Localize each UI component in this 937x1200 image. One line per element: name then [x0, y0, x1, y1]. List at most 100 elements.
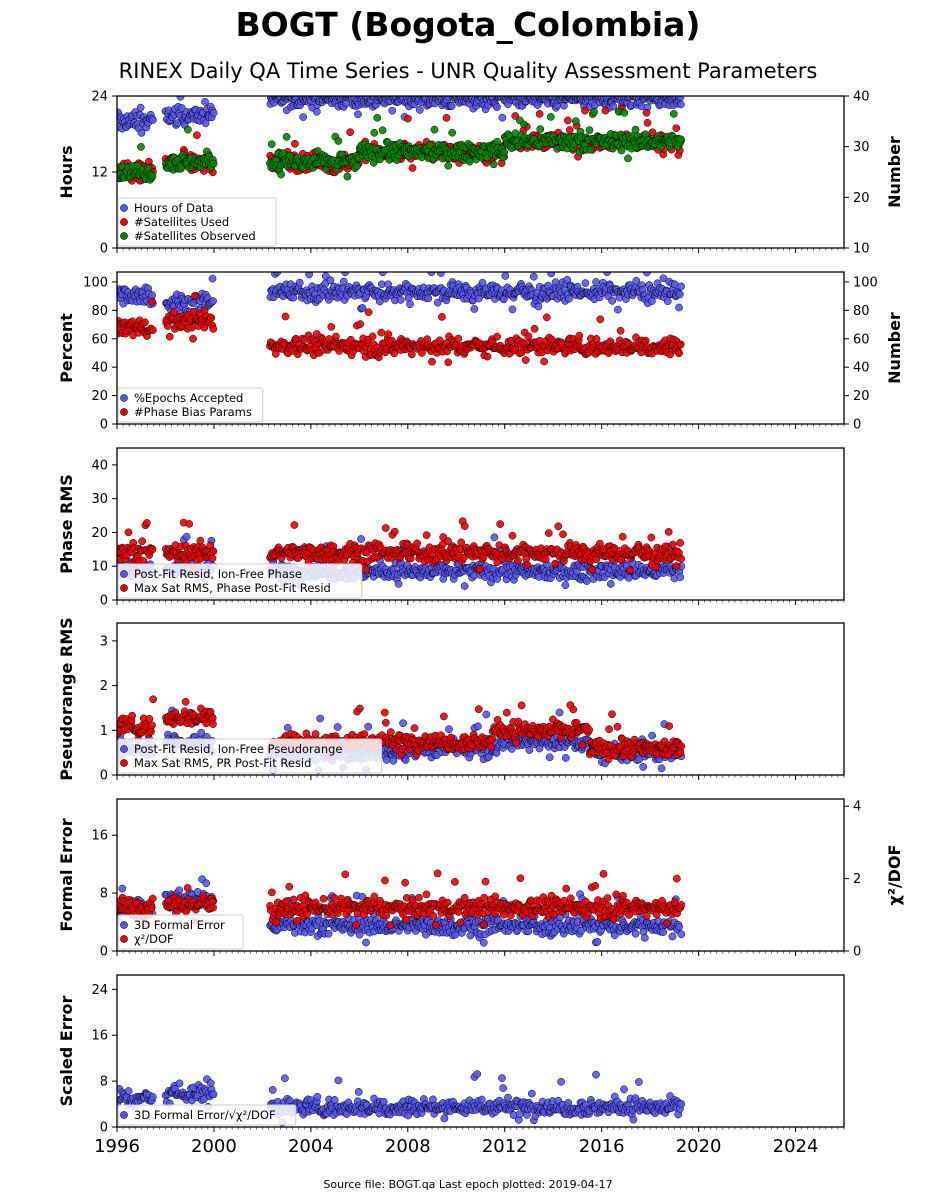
data-point: [138, 537, 147, 546]
data-point: [523, 561, 532, 569]
data-point: [201, 119, 210, 128]
data-point: [299, 113, 308, 121]
data-point: [181, 697, 190, 706]
data-point: [415, 106, 424, 114]
data-point: [201, 97, 209, 106]
data-point: [143, 519, 151, 527]
data-point: [373, 113, 382, 122]
data-point: [128, 711, 136, 720]
data-point: [370, 128, 379, 137]
data-point: [408, 164, 417, 172]
data-point: [364, 308, 373, 317]
y-tick-label: 20: [91, 526, 108, 541]
data-point: [430, 125, 439, 134]
data-point: [624, 573, 633, 582]
data-point: [643, 118, 652, 127]
data-point: [478, 278, 487, 287]
legend-marker: [120, 218, 128, 226]
data-point: [529, 272, 538, 281]
data-point: [581, 106, 589, 115]
right-y-tick-label: 100: [853, 275, 878, 290]
data-point: [209, 297, 217, 305]
data-point: [535, 110, 544, 118]
data-point: [670, 280, 679, 289]
right-y-tick-label: 40: [853, 361, 870, 376]
legend-label: Max Sat RMS, Phase Post-Fit Resid: [134, 581, 331, 595]
data-point: [470, 305, 479, 313]
data-point: [530, 324, 539, 333]
data-point: [399, 719, 407, 728]
data-point: [657, 764, 666, 773]
data-point: [669, 110, 678, 118]
y-axis-label: Hours: [57, 145, 76, 198]
data-point: [433, 298, 442, 307]
data-point: [333, 723, 342, 731]
y-tick-label: 40: [91, 361, 108, 376]
data-point: [381, 524, 390, 532]
data-point: [551, 559, 559, 568]
figure-subtitle: RINEX Daily QA Time Series - UNR Quality…: [119, 59, 818, 83]
data-point: [343, 172, 352, 181]
data-point: [457, 538, 466, 547]
data-point: [360, 730, 369, 738]
data-point: [139, 556, 148, 565]
data-point: [388, 106, 397, 115]
data-point: [316, 714, 325, 723]
data-point: [410, 724, 419, 732]
data-point: [639, 763, 648, 771]
data-point: [177, 104, 186, 112]
data-point: [559, 530, 567, 539]
data-point: [145, 714, 154, 723]
data-point: [444, 358, 453, 367]
right-y-tick-label: 60: [853, 332, 870, 347]
data-point: [444, 537, 452, 545]
data-point: [586, 145, 595, 154]
data-point: [500, 148, 509, 157]
data-point: [381, 718, 390, 727]
data-point: [282, 133, 291, 141]
data-point: [608, 296, 617, 305]
data-point: [149, 695, 157, 704]
data-point: [209, 325, 218, 333]
y-tick-label: 0: [100, 418, 108, 433]
data-point: [189, 307, 198, 316]
data-point: [563, 116, 572, 125]
data-point: [334, 137, 343, 145]
data-point: [396, 296, 405, 304]
data-point: [346, 128, 355, 137]
data-point: [267, 140, 276, 149]
data-point: [311, 730, 320, 738]
data-point: [561, 581, 570, 590]
data-point: [677, 554, 686, 563]
data-point: [641, 336, 650, 345]
data-point: [208, 554, 217, 563]
data-point: [489, 160, 498, 169]
data-point: [312, 107, 321, 116]
data-point: [592, 335, 601, 343]
y-axis-label: Phase RMS: [57, 474, 76, 574]
data-point: [616, 326, 625, 335]
data-point: [148, 297, 157, 306]
data-point: [290, 521, 299, 529]
data-point: [137, 129, 146, 137]
data-point: [358, 304, 367, 312]
data-point: [364, 722, 373, 731]
data-point: [596, 315, 605, 324]
data-point: [438, 313, 446, 321]
data-point: [124, 528, 133, 537]
data-point: [444, 161, 453, 170]
data-point: [508, 305, 517, 314]
data-point: [193, 131, 201, 140]
data-point: [207, 314, 216, 322]
data-point: [672, 124, 681, 133]
data-point: [148, 172, 157, 180]
data-point: [675, 349, 683, 358]
data-point: [483, 352, 492, 361]
data-point: [493, 332, 501, 341]
right-y-tick-label: 30: [853, 140, 870, 155]
legend-label: #Phase Bias Params: [134, 405, 252, 419]
data-point: [390, 527, 399, 536]
